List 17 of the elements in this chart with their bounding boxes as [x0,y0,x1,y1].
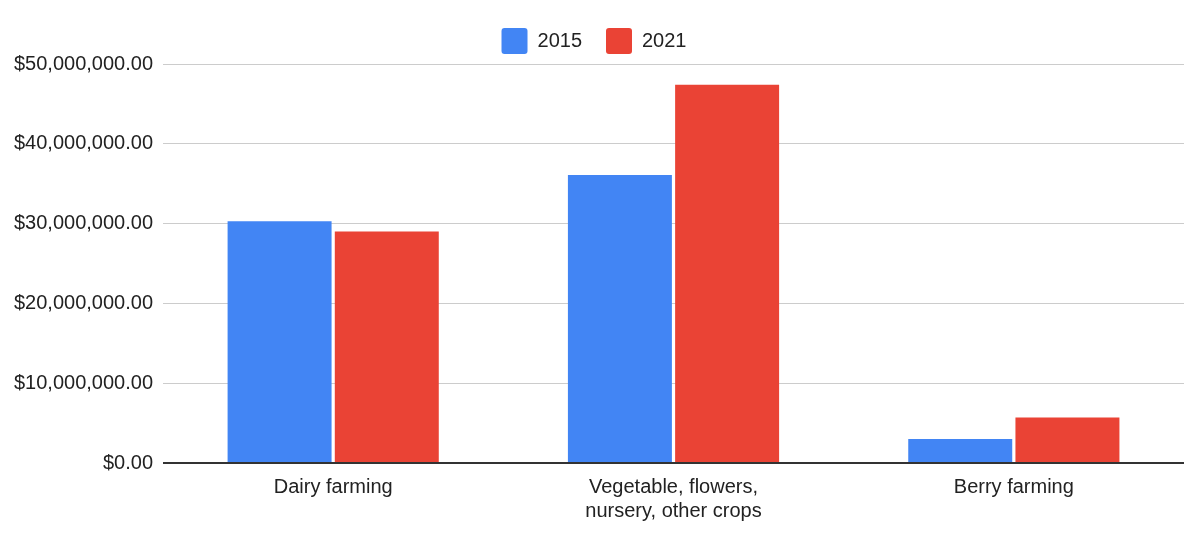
legend-label: 2021 [642,28,687,51]
bar [334,231,439,462]
bar [908,439,1013,462]
y-tick-label: $50,000,000.00 [13,51,154,74]
y-tick-label: $40,000,000.00 [13,131,154,154]
bar [567,174,672,462]
x-tick-label: Dairy farming [273,474,393,497]
y-tick-label: $10,000,000.00 [13,370,154,393]
x-tick-label: Vegetable, flowers, nursery, other crops [585,474,762,521]
y-tick-label: $20,000,000.00 [13,290,154,313]
bar [1015,417,1120,462]
x-tick-label: Berry farming [953,474,1074,497]
bar [227,221,332,462]
bar [675,84,780,462]
legend-label: 2015 [537,28,583,51]
y-tick-label: $0.00 [102,450,154,473]
y-tick-label: $30,000,000.00 [13,211,154,234]
